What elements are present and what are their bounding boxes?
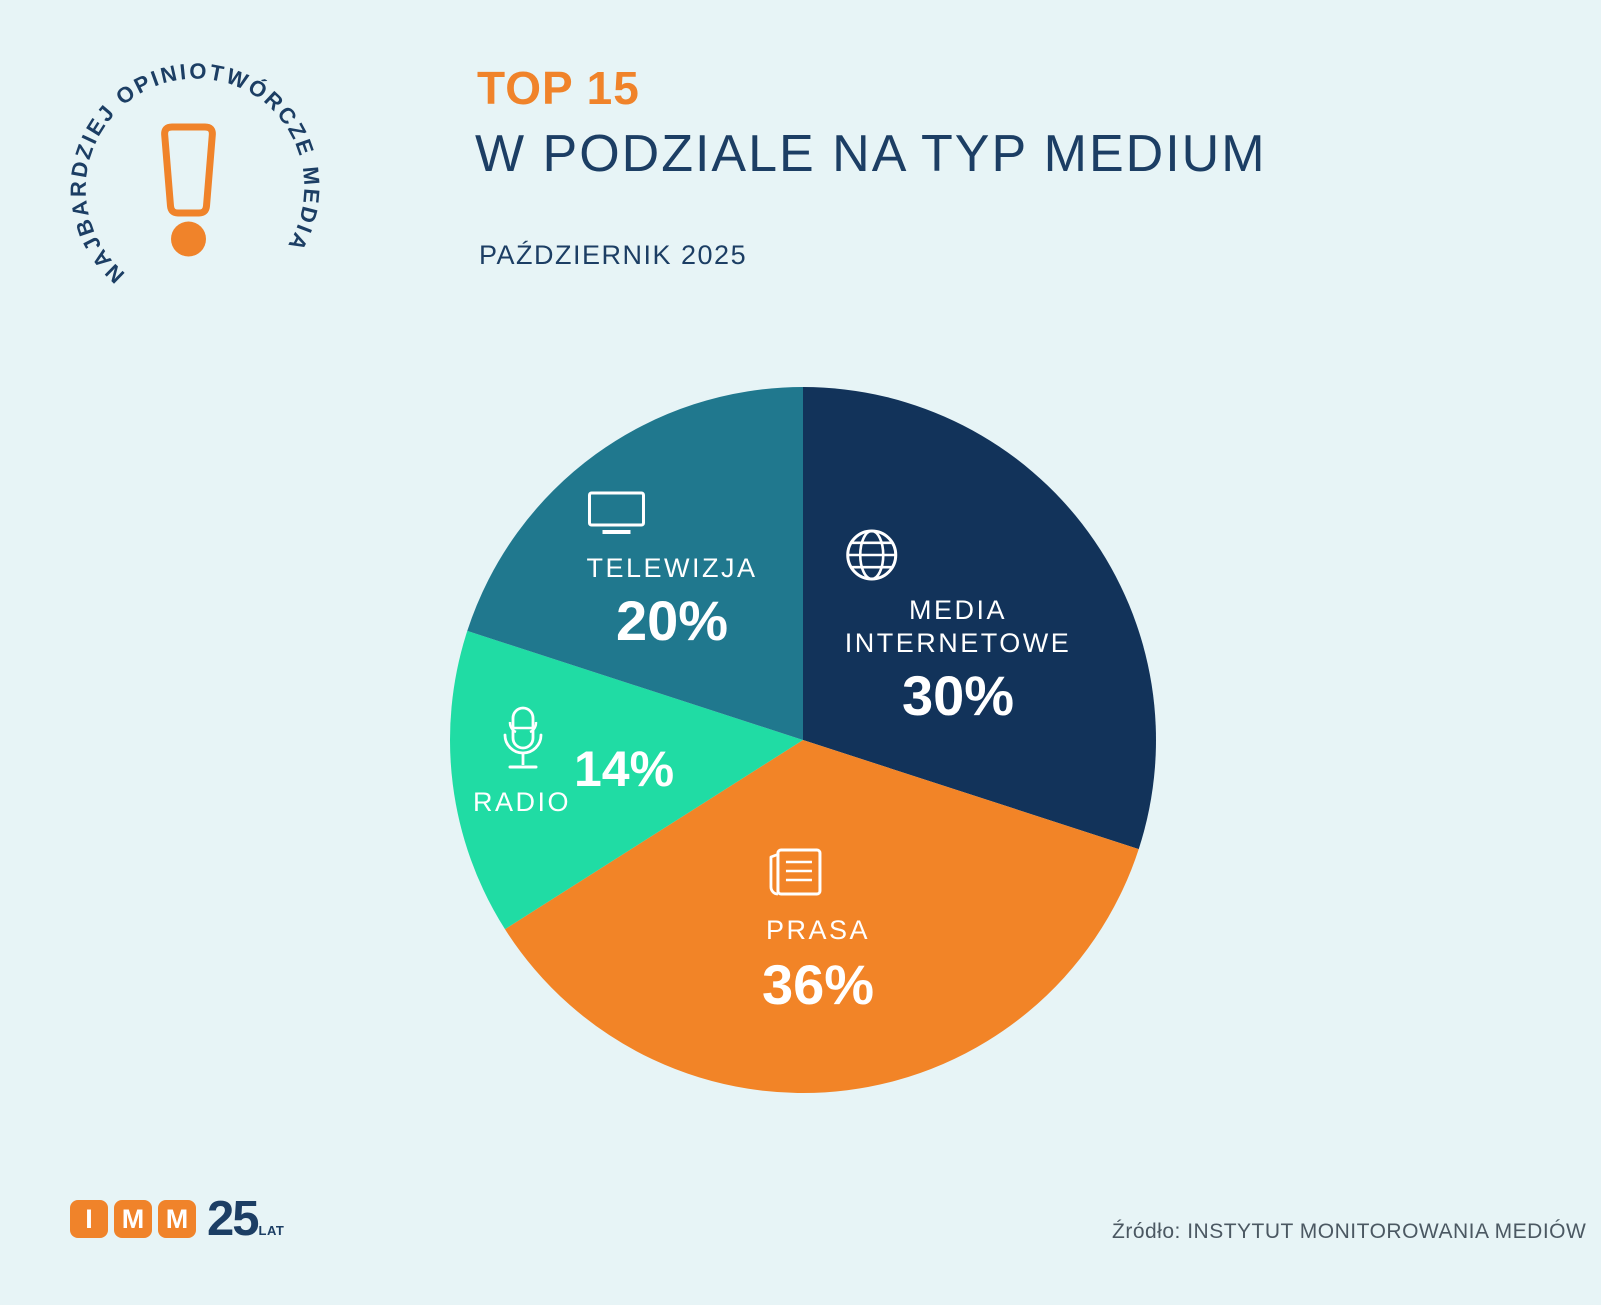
slice-label-prasa: PRASA 36% xyxy=(762,846,874,1013)
radio-microphone xyxy=(500,706,546,780)
slice-name-radio: RADIO xyxy=(472,787,572,817)
pie-slice-radio xyxy=(450,630,803,930)
imm-logo-years: 25 xyxy=(207,1191,259,1246)
slice-name: TELEWIZJA xyxy=(586,553,758,583)
imm-logo-years-suffix: LAT xyxy=(258,1223,285,1238)
globe-icon xyxy=(845,528,1072,582)
slice-name: PRASA xyxy=(765,915,871,945)
pie-slice-telewizja xyxy=(467,387,803,740)
slice-name-line1: MEDIA xyxy=(908,595,1008,625)
slice-label-telewizja: TELEWIZJA 20% xyxy=(586,490,757,649)
slice-value-radio: 14% xyxy=(573,741,675,797)
opinion-making-media-logo: NAJBARDZIEJ OPINIOTWÓRCZE MEDIA xyxy=(66,58,322,288)
pie-chart xyxy=(450,387,1156,1094)
imm-logo: I M M 25 LAT xyxy=(70,1191,285,1246)
newspaper-icon xyxy=(762,846,874,900)
slice-value: 20% xyxy=(615,589,729,652)
source-credit: Źródło: INSTYTUT MONITOROWANIA MEDIÓW xyxy=(1112,1220,1587,1243)
page-title: W PODZIALE NA TYP MEDIUM xyxy=(475,125,1267,183)
slice-label-media-internetowe: MEDIA INTERNETOWE 30% xyxy=(845,528,1072,724)
exclamation-mark-icon xyxy=(161,123,216,257)
slice-value: 30% xyxy=(901,664,1015,727)
tv-icon xyxy=(586,490,757,536)
page-subtitle: PAŹDZIERNIK 2025 xyxy=(479,240,748,270)
report-overline: TOP 15 xyxy=(477,62,640,114)
imm-logo-box-i: I xyxy=(70,1200,108,1238)
imm-logo-box-m2: M xyxy=(158,1200,196,1238)
pie-slice-media-internetowe xyxy=(803,387,1156,850)
slice-name-line2: INTERNETOWE xyxy=(844,628,1072,658)
pie-slice-prasa xyxy=(504,740,1139,1094)
imm-logo-box-m1: M xyxy=(114,1200,152,1238)
microphone-icon xyxy=(500,706,546,780)
slice-value: 36% xyxy=(761,953,875,1016)
